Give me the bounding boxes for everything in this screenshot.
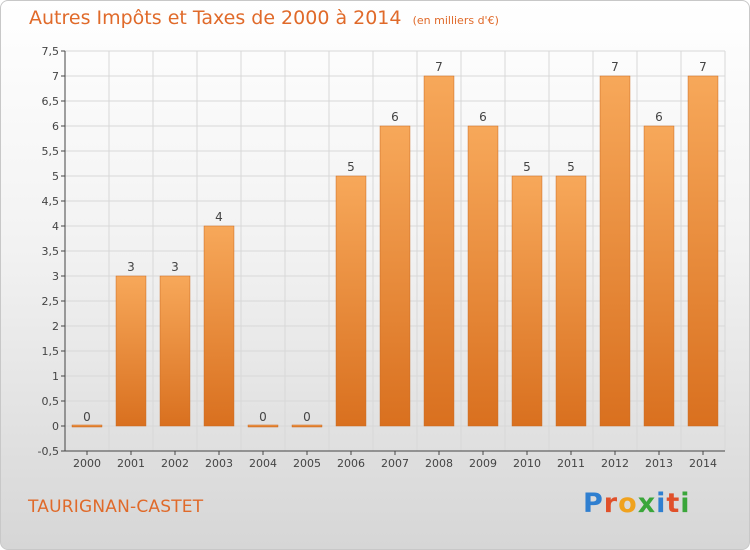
x-tick-label: 2007 xyxy=(381,457,409,470)
bar xyxy=(467,125,499,427)
bar xyxy=(159,275,191,427)
bar-value-label: 4 xyxy=(215,210,223,224)
bar-value-label: 6 xyxy=(391,110,399,124)
logo-letter: r xyxy=(603,488,619,519)
bar-value-label: 5 xyxy=(523,160,531,174)
y-tick-label: 1 xyxy=(52,370,59,383)
bar xyxy=(291,424,323,428)
y-tick-label: 7,5 xyxy=(42,45,60,58)
x-tick-label: 2001 xyxy=(117,457,145,470)
bar-value-label: 6 xyxy=(479,110,487,124)
y-tick-label: 1,5 xyxy=(42,345,60,358)
y-tick-label: 6 xyxy=(52,120,59,133)
bar-value-label: 3 xyxy=(127,260,135,274)
bar-value-label: 0 xyxy=(83,410,91,424)
y-tick-label: 3,5 xyxy=(42,245,60,258)
chart-title: Autres Impôts et Taxes de 2000 à 2014 xyxy=(29,7,402,29)
bar xyxy=(247,424,279,428)
x-tick-label: 2010 xyxy=(513,457,541,470)
bar xyxy=(203,225,235,427)
x-tick-label: 2006 xyxy=(337,457,365,470)
logo-letter: x xyxy=(637,488,657,519)
bar-value-label: 7 xyxy=(699,60,707,74)
bar-value-label: 6 xyxy=(655,110,663,124)
bar xyxy=(599,75,631,427)
bar xyxy=(379,125,411,427)
bar-value-label: 3 xyxy=(171,260,179,274)
y-tick-label: 0 xyxy=(52,420,59,433)
x-tick-label: 2004 xyxy=(249,457,277,470)
commune-name: TAURIGNAN-CASTET xyxy=(28,497,204,517)
y-tick-label: 2 xyxy=(52,320,59,333)
y-tick-label: 4 xyxy=(52,220,59,233)
bar xyxy=(335,175,367,427)
bar-value-label: 7 xyxy=(611,60,619,74)
chart-subtitle: (en milliers d'€) xyxy=(412,14,499,27)
y-tick-label: 5 xyxy=(52,170,59,183)
x-tick-label: 2009 xyxy=(469,457,497,470)
y-tick-label: -0,5 xyxy=(38,445,59,458)
x-tick-label: 2012 xyxy=(601,457,629,470)
x-tick-label: 2011 xyxy=(557,457,585,470)
bar-layer: 0 3 3 4 0 0 5 6 7 6 5 5 7 6 7 xyxy=(71,60,719,428)
bar-value-label: 7 xyxy=(435,60,443,74)
y-tick-label: 3 xyxy=(52,270,59,283)
y-tick-label: 7 xyxy=(52,70,59,83)
bar-value-label: 0 xyxy=(259,410,267,424)
logo-letter: o xyxy=(618,488,638,519)
bar xyxy=(555,175,587,427)
logo-letter: i xyxy=(656,488,667,519)
logo-letter: t xyxy=(666,488,681,519)
x-tick-label: 2005 xyxy=(293,457,321,470)
proxiti-logo[interactable]: Proxiti xyxy=(583,488,691,519)
logo-letter: i xyxy=(680,488,691,519)
y-tick-label: 0,5 xyxy=(42,395,60,408)
title-row: Autres Impôts et Taxes de 2000 à 2014 (e… xyxy=(29,7,499,29)
bar-value-label: 5 xyxy=(347,160,355,174)
logo-letter: P xyxy=(583,488,604,519)
bar-value-label: 5 xyxy=(567,160,575,174)
x-tick-label: 2008 xyxy=(425,457,453,470)
x-tick-label: 2013 xyxy=(645,457,673,470)
axis-layer: -0,5 0 0,5 1 1,5 2 2,5 3 3,5 4 4,5 5 5,5 6 6,5 7 7,5 2000… xyxy=(38,45,725,470)
y-tick-label: 2,5 xyxy=(42,295,60,308)
y-tick-label: 6,5 xyxy=(42,95,60,108)
bar-value-label: 0 xyxy=(303,410,311,424)
x-tick-label: 2014 xyxy=(689,457,717,470)
bar xyxy=(115,275,147,427)
bar xyxy=(511,175,543,427)
bar xyxy=(423,75,455,427)
x-tick-label: 2003 xyxy=(205,457,233,470)
bar xyxy=(71,424,103,428)
bar xyxy=(687,75,719,427)
x-tick-label: 2002 xyxy=(161,457,189,470)
y-tick-label: 5,5 xyxy=(42,145,60,158)
bar xyxy=(643,125,675,427)
y-tick-label: 4,5 xyxy=(42,195,60,208)
x-tick-label: 2000 xyxy=(73,457,101,470)
